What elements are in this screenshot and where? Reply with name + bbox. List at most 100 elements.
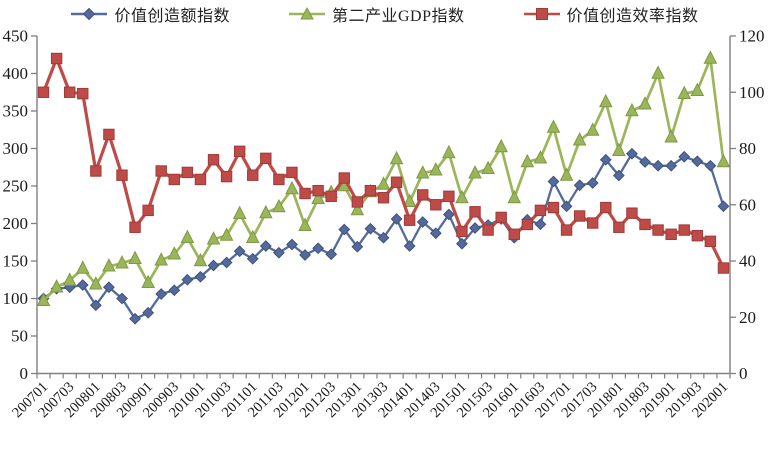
triangle-marker-icon: [288, 7, 325, 20]
left-axis-tick-label: 200: [3, 214, 29, 233]
right-axis-tick-label: 20: [739, 308, 756, 327]
square-data-marker: [103, 128, 115, 141]
diamond-data-marker: [599, 153, 612, 166]
triangle-data-marker: [402, 193, 417, 208]
triangle-data-marker: [651, 65, 665, 79]
triangle-data-marker: [389, 150, 404, 165]
square-data-marker: [37, 86, 50, 98]
legend-item-value-creation-index: 价值创造额指数: [70, 2, 230, 26]
diamond-data-marker: [442, 208, 455, 221]
triangle-data-marker: [455, 189, 469, 204]
diamond-data-marker: [429, 227, 442, 240]
square-data-marker: [495, 211, 507, 224]
left-axis-tick-label: 300: [3, 139, 29, 158]
triangle-data-marker: [507, 189, 522, 204]
triangle-data-marker: [272, 198, 286, 213]
diamond-data-marker: [547, 175, 560, 188]
triangle-data-marker: [625, 102, 639, 117]
square-data-marker: [691, 229, 704, 242]
triangle-data-marker: [520, 153, 535, 168]
square-data-marker: [626, 207, 638, 219]
right-axis-tick-label: 100: [739, 83, 765, 102]
diamond-data-marker: [76, 279, 89, 291]
square-data-marker: [194, 173, 207, 186]
diamond-data-marker: [652, 159, 664, 172]
triangle-data-marker: [376, 176, 391, 190]
triangle-data-marker: [115, 255, 129, 269]
triangle-data-marker: [167, 246, 182, 260]
diamond-data-marker: [678, 150, 691, 163]
triangle-data-marker: [690, 82, 705, 97]
square-data-marker: [600, 201, 612, 214]
square-data-marker: [351, 196, 364, 208]
diamond-data-marker: [704, 159, 717, 172]
triangle-data-marker: [219, 227, 234, 241]
triangle-data-marker: [232, 205, 247, 220]
triangle-data-marker: [36, 292, 51, 307]
triangle-data-marker: [559, 167, 574, 181]
triangle-data-marker: [533, 150, 548, 164]
diamond-data-marker: [220, 256, 233, 269]
triangle-data-marker: [428, 162, 443, 176]
diamond-data-marker: [665, 159, 678, 172]
triangle-data-marker: [468, 165, 482, 179]
diamond-data-marker: [325, 248, 338, 261]
square-data-marker: [639, 218, 651, 231]
diamond-data-marker: [129, 312, 141, 325]
triangle-data-marker: [638, 96, 652, 110]
triangle-data-marker: [141, 274, 155, 289]
diamond-data-marker: [286, 238, 298, 251]
legend-label: 价值创造效率指数: [566, 8, 699, 25]
square-data-marker: [573, 210, 586, 222]
diamond-data-marker: [116, 292, 128, 305]
square-data-marker: [50, 52, 63, 65]
triangle-data-marker: [180, 229, 195, 244]
square-data-marker: [220, 170, 233, 183]
triangle-data-marker: [259, 204, 273, 219]
square-data-marker: [456, 225, 468, 238]
square-data-marker: [547, 201, 560, 214]
triangle-data-marker: [245, 229, 260, 244]
square-data-marker: [312, 184, 324, 197]
square-marker-icon: [523, 8, 560, 20]
diamond-data-marker: [338, 223, 351, 236]
square-data-marker: [338, 172, 350, 184]
triangle-data-marker: [128, 250, 142, 265]
triangle-data-marker: [598, 93, 613, 108]
square-data-marker: [508, 228, 520, 240]
triangle-icon: [300, 7, 314, 20]
triangle-data-marker: [75, 260, 90, 274]
diamond-data-marker: [155, 288, 168, 300]
series-2: [37, 52, 730, 274]
square-data-marker: [181, 166, 194, 179]
diamond-data-marker: [639, 156, 651, 168]
triangle-data-marker: [442, 144, 456, 159]
right-axis-tick-label: 80: [739, 139, 756, 158]
triangle-data-marker: [154, 252, 169, 266]
diamond-data-marker: [612, 169, 625, 182]
left-axis-tick-label: 450: [3, 27, 29, 46]
square-data-marker: [260, 152, 272, 165]
right-axis-tick-label: 60: [739, 195, 756, 214]
diamond-data-marker: [586, 177, 599, 189]
diamond-data-marker: [403, 240, 416, 252]
square-data-marker: [587, 217, 599, 229]
triangle-data-marker: [193, 252, 208, 267]
square-data-marker: [247, 169, 259, 181]
triangle-data-marker: [311, 190, 325, 205]
legend-label: 第二产业GDP指数: [331, 8, 465, 25]
triangle-data-marker: [572, 132, 587, 146]
triangle-data-marker: [415, 165, 430, 179]
square-data-marker: [142, 204, 154, 217]
series-0: [37, 147, 730, 325]
square-data-marker: [417, 189, 429, 201]
diamond-data-marker: [89, 299, 102, 312]
triangle-data-marker: [703, 50, 718, 64]
diamond-data-marker: [469, 222, 481, 234]
diamond-icon: [83, 7, 96, 21]
chart-legend: 价值创造额指数 第二产业GDP指数 价值创造效率指数: [0, 2, 769, 26]
square-data-marker: [377, 192, 390, 204]
diamond-data-marker: [194, 270, 207, 283]
left-axis-tick-label: 250: [3, 177, 29, 196]
